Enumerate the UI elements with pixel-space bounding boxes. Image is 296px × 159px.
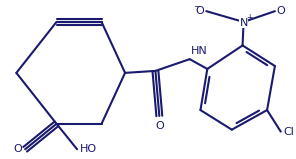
Text: +: + — [246, 13, 252, 22]
Text: O: O — [155, 121, 164, 131]
Text: $\mathregular{N}$: $\mathregular{N}$ — [239, 16, 248, 28]
Text: O: O — [14, 144, 22, 154]
Text: Cl: Cl — [284, 127, 295, 137]
Text: HN: HN — [191, 46, 207, 56]
Text: HO: HO — [80, 144, 97, 154]
Text: −: − — [193, 2, 200, 11]
Text: O: O — [277, 6, 286, 16]
Text: O: O — [196, 6, 204, 16]
